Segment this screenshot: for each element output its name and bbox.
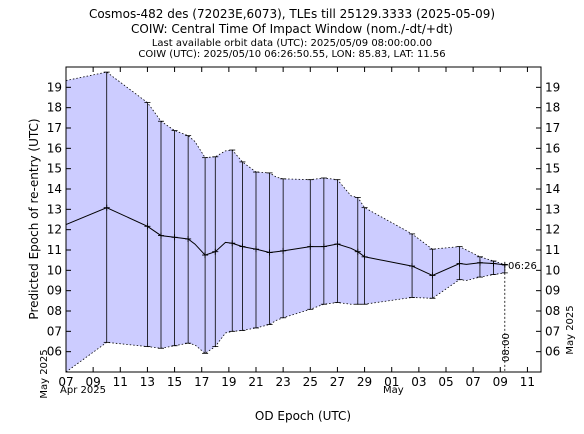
y-tick-label-right: 11 — [545, 243, 560, 257]
chart-title-line1: Cosmos-482 des (72023E,6073), TLEs till … — [89, 7, 495, 21]
y-side-label-right: May 2025 — [565, 305, 576, 354]
y-tick-label-right: 12 — [545, 223, 560, 237]
y-tick-label-left: 17 — [47, 121, 62, 135]
x-tick-label: 03 — [411, 375, 426, 389]
data-point — [266, 249, 273, 256]
data-point — [307, 243, 314, 250]
x-tick-label: 25 — [303, 375, 318, 389]
series-nominal-line — [65, 207, 505, 276]
impact-marker-label: 06:26 — [508, 261, 537, 272]
data-point — [354, 248, 361, 255]
y-tick-label-right: 07 — [545, 324, 560, 338]
x-tick-label: 23 — [276, 375, 291, 389]
chart-subtitle-coiw: COIW (UTC): 2025/05/10 06:26:50.55, LON:… — [138, 49, 445, 60]
y-tick-label-right: 19 — [545, 80, 560, 94]
y-tick-label-left: 10 — [47, 263, 62, 277]
data-point — [253, 246, 259, 253]
data-point — [334, 241, 341, 248]
x-tick-label: 07 — [466, 375, 481, 389]
data-point — [212, 248, 219, 255]
x-tick-label: 19 — [221, 375, 236, 389]
x-tick-label: 13 — [140, 375, 155, 389]
chart-title-line2: COIW: Central Time Of Impact Window (nom… — [131, 22, 453, 36]
data-point — [144, 223, 151, 230]
chart-subtitle-orbit: Last available orbit data (UTC): 2025/05… — [152, 38, 432, 49]
y-tick-label-left: 08 — [47, 304, 62, 318]
x-tick-label: 29 — [357, 375, 372, 389]
y-tick-label-left: 09 — [47, 284, 62, 298]
x-tick-label: 09 — [86, 375, 101, 389]
y-tick-label-left: 18 — [47, 101, 62, 115]
y-tick-label-right: 10 — [545, 263, 560, 277]
data-point — [202, 252, 209, 259]
series-minus-dt-line — [65, 272, 505, 373]
y-tick-label-left: 07 — [47, 324, 62, 338]
y-side-label-left: May 2025 — [39, 349, 50, 398]
uncertainty-band — [66, 72, 505, 372]
x-tick-label: 17 — [194, 375, 209, 389]
y-tick-label-right: 06 — [545, 345, 560, 359]
y-tick-label-right: 14 — [545, 182, 560, 196]
data-point — [229, 240, 236, 247]
plot-area: 08:00 06:26 — [65, 71, 537, 373]
plot-frame — [65, 66, 542, 373]
y-tick-label-left: 19 — [47, 80, 62, 94]
y-tick-label-right: 09 — [545, 284, 560, 298]
x-tick-label: 01 — [384, 375, 399, 389]
y-tick-label-left: 06 — [47, 345, 62, 359]
y-tick-label-left: 12 — [47, 223, 62, 237]
y-tick-label-right: 17 — [545, 121, 560, 135]
y-tick-label-left: 16 — [47, 141, 62, 155]
y-tick-label-left: 14 — [47, 182, 62, 196]
y-tick-label-left: 15 — [47, 162, 62, 176]
y-tick-label-right: 13 — [545, 202, 560, 216]
x-tick-label: 09 — [493, 375, 508, 389]
data-point — [280, 247, 287, 254]
x-tick-label: 11 — [113, 375, 128, 389]
y-tick-label-right: 08 — [545, 304, 560, 318]
x-tick-label: 21 — [248, 375, 263, 389]
data-point — [490, 260, 497, 267]
data-point — [429, 272, 436, 279]
x-tick-label: 05 — [438, 375, 453, 389]
x-month-label-apr: Apr 2025 — [60, 385, 106, 396]
series-plus-dt-line — [65, 71, 505, 265]
data-point — [361, 253, 368, 260]
y-tick-label-left: 11 — [47, 243, 62, 257]
x-tick-label: 15 — [167, 375, 182, 389]
data-point — [456, 260, 463, 267]
x-month-label-may: May — [383, 385, 404, 396]
y-tick-label-right: 15 — [545, 162, 560, 176]
data-point — [158, 232, 164, 239]
last-orbit-marker-label: 08:00 — [501, 333, 512, 362]
x-tick-label: 07 — [58, 375, 73, 389]
y-axis-label: Predicted Epoch of re-entry (UTC) — [27, 118, 41, 319]
y-tick-label-right: 18 — [545, 101, 560, 115]
y-tick-label-right: 16 — [545, 141, 560, 155]
x-tick-label: 11 — [520, 375, 535, 389]
data-point — [320, 243, 327, 250]
data-point — [171, 234, 178, 241]
data-point — [185, 235, 192, 242]
data-point — [239, 243, 246, 250]
x-axis-label: OD Epoch (UTC) — [255, 409, 351, 423]
y-tick-label-left: 13 — [47, 202, 62, 216]
data-point — [103, 204, 110, 211]
x-tick-label: 27 — [330, 375, 345, 389]
data-point — [476, 259, 483, 266]
data-point — [409, 263, 416, 270]
